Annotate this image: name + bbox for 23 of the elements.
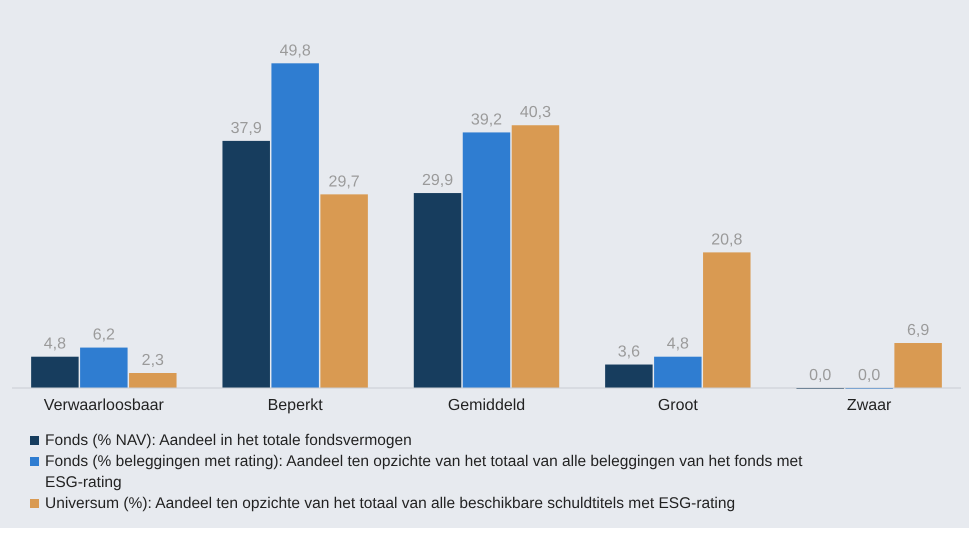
x-tick-label: Verwaarloosbaar [44,397,165,414]
data-label: 39,2 [470,111,502,128]
data-label: 37,9 [230,120,262,137]
data-label: 29,7 [328,173,360,190]
x-tick-label: Beperkt [268,397,324,414]
data-label: 2,3 [142,352,164,370]
x-tick-label: Zwaar [846,397,892,414]
legend-label: Fonds (% beleggingen met rating): Aandeel ten opzichte van het totaal van alle beleggingen van het fonds met ESG-rating [45,452,804,493]
data-label: 0,0 [809,367,832,384]
legend-label: Fonds (% NAV): Aandeel in het totale fondsvermogen [45,431,412,451]
data-label: 20,8 [711,231,742,248]
data-label: 29,9 [422,172,454,190]
x-tick-label: Groot [658,397,698,414]
data-label: 4,8 [44,336,66,353]
legend-label: Universum (%): Aandeel ten opzichte van het totaal van alle beschikbare schuldtitels met ESG-rating [45,494,736,514]
data-label: 6,2 [92,326,116,344]
data-label: 6,9 [906,322,930,340]
data-label: 4,8 [666,336,690,353]
data-label: 3,6 [618,344,640,361]
data-label: 49,8 [280,42,311,60]
data-label: 0,0 [858,367,880,384]
data-label: 40,3 [520,104,552,122]
x-tick-label: Gemiddeld [448,397,526,414]
